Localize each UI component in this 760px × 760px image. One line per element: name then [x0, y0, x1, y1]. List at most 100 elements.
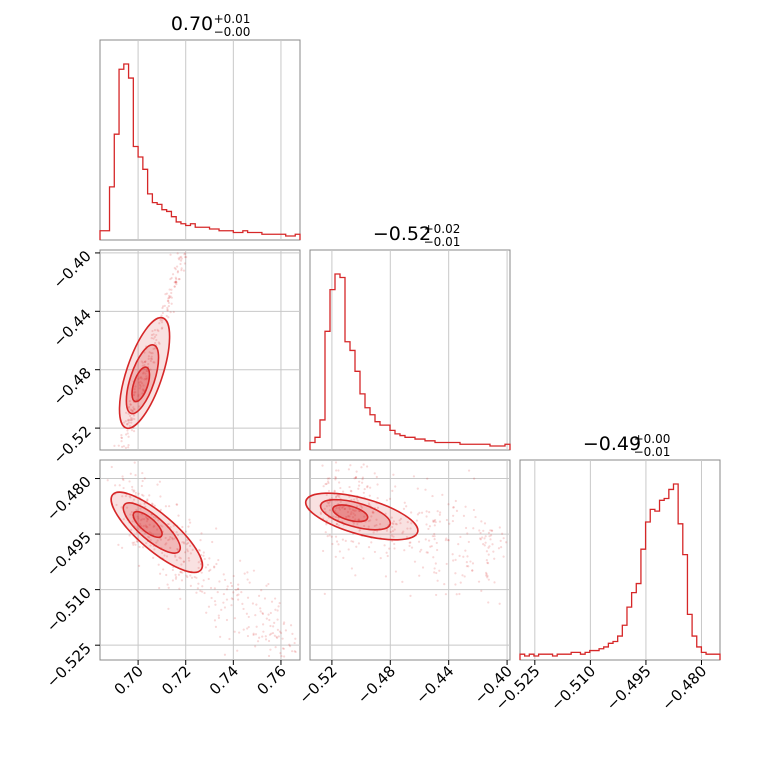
sample-point	[142, 371, 145, 374]
sample-point	[277, 635, 280, 638]
sample-point	[151, 503, 154, 506]
sample-point	[483, 544, 486, 547]
sample-point	[405, 505, 408, 508]
sample-point	[169, 311, 172, 314]
sample-point	[281, 637, 284, 640]
contour-level-3	[331, 504, 369, 523]
sample-point	[167, 523, 170, 526]
sample-point	[175, 283, 178, 286]
sample-point	[168, 296, 171, 299]
sample-point	[324, 531, 327, 534]
sample-point	[137, 517, 140, 520]
sample-point	[410, 511, 413, 514]
sample-point	[145, 525, 148, 528]
sample-point	[125, 411, 128, 414]
sample-point	[167, 607, 170, 610]
sample-point	[199, 539, 202, 542]
sample-point	[328, 504, 331, 507]
sample-point	[373, 524, 376, 528]
sample-point	[157, 519, 160, 522]
sample-point	[234, 588, 238, 591]
sample-point	[357, 518, 361, 521]
sample-point	[261, 635, 264, 638]
sample-point	[418, 511, 421, 514]
sample-point	[177, 257, 180, 260]
sample-point	[175, 503, 179, 506]
panel-frame	[519, 459, 721, 661]
sample-point	[334, 535, 338, 538]
sample-point	[164, 293, 167, 296]
sample-point	[144, 372, 147, 375]
sample-point	[167, 296, 171, 299]
sample-point	[341, 506, 344, 509]
sample-point	[143, 360, 146, 364]
sample-point	[173, 285, 176, 288]
sample-point	[386, 554, 389, 558]
sample-point	[354, 476, 358, 479]
sample-point	[486, 576, 489, 579]
sample-point	[409, 527, 412, 530]
sample-point	[120, 440, 123, 443]
sample-point	[150, 351, 153, 355]
sample-point	[188, 559, 191, 562]
sample-point	[152, 337, 155, 340]
sample-point	[479, 531, 482, 535]
sample-point	[141, 493, 144, 496]
sample-point	[174, 268, 177, 271]
sample-point	[232, 574, 235, 578]
sample-point	[175, 277, 178, 281]
sample-point	[200, 532, 203, 535]
sample-point	[419, 550, 422, 553]
sample-point	[252, 632, 255, 635]
sample-point	[180, 579, 184, 582]
sample-point	[416, 487, 419, 490]
sample-point	[131, 409, 134, 412]
sample-point	[294, 637, 297, 640]
sample-point	[198, 549, 202, 552]
sample-point	[165, 555, 169, 558]
sample-point	[208, 569, 211, 573]
sample-point	[143, 363, 146, 367]
sample-point	[132, 430, 136, 433]
sample-point	[167, 299, 170, 303]
contour-level-1	[304, 492, 419, 541]
sample-point	[189, 574, 192, 577]
sample-point	[180, 268, 183, 272]
sample-point	[341, 505, 344, 509]
panel-frame	[99, 459, 301, 661]
sample-point	[145, 525, 148, 528]
sample-point	[207, 577, 210, 581]
sample-point	[161, 311, 164, 315]
sample-point	[124, 420, 127, 423]
sample-point	[479, 537, 482, 540]
sample-point	[146, 377, 149, 380]
sample-point	[337, 524, 340, 527]
sample-point	[161, 305, 165, 308]
sample-point	[375, 518, 378, 521]
sample-point	[272, 625, 275, 628]
sample-point	[130, 418, 134, 422]
sample-point	[418, 574, 421, 577]
sample-point	[181, 571, 184, 574]
sample-point	[350, 567, 353, 570]
sample-point	[435, 571, 438, 575]
sample-point	[143, 378, 146, 381]
contour-level-2	[125, 344, 160, 415]
sample-point	[216, 591, 219, 594]
sample-point	[141, 518, 144, 521]
sample-point	[271, 631, 275, 635]
sample-point	[488, 545, 491, 548]
param-title-1: 0.70	[171, 13, 213, 35]
sample-point	[259, 607, 262, 610]
sample-point	[482, 529, 485, 532]
sample-point	[401, 580, 404, 583]
sample-point	[254, 645, 257, 648]
sample-point	[125, 506, 129, 509]
sample-point	[156, 483, 159, 486]
sample-point	[141, 372, 145, 375]
sample-point	[172, 310, 175, 314]
sample-point	[354, 509, 357, 512]
sample-point	[130, 528, 133, 531]
sample-point	[207, 605, 211, 608]
sample-point	[439, 511, 442, 514]
